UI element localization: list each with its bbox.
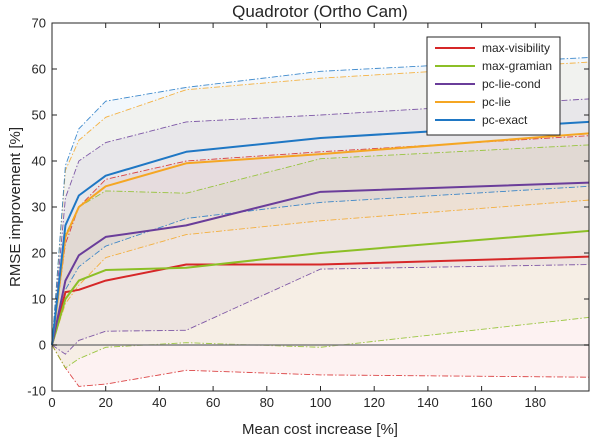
x-tick-label: 160: [471, 395, 493, 410]
max-gramian-upper-bound: [51, 144, 590, 346]
series-lines: [51, 120, 590, 346]
y-tick-label: 10: [32, 292, 46, 307]
max-gramian-lower-bound: [51, 316, 590, 369]
x-tick-label: 60: [206, 395, 220, 410]
legend-label-pc-exact: pc-exact: [482, 113, 528, 127]
pc-exact-upper-bound: [51, 57, 590, 346]
x-tick-label: 80: [260, 395, 274, 410]
y-tick-label: 50: [32, 108, 46, 123]
x-tick-label: 40: [152, 395, 166, 410]
y-tick-label: -10: [27, 384, 46, 399]
max-visibility-upper-bound: [51, 135, 590, 346]
y-tick-label: 70: [32, 16, 46, 31]
legend-label-pc-lie: pc-lie: [482, 95, 511, 109]
pc-lie-cond-line: [51, 181, 590, 346]
x-tick-label: 120: [363, 395, 385, 410]
max-visibility-band: [52, 135, 589, 387]
legend-label-max-visibility: max-visibility: [482, 41, 550, 55]
x-tick-label: 20: [98, 395, 112, 410]
y-axis-label: RMSE improvement [%]: [7, 127, 24, 287]
pc-exact-lower-bound: [51, 185, 590, 346]
max-gramian-band: [52, 144, 589, 368]
legend-label-max-gramian: max-gramian: [482, 59, 552, 73]
x-axis-label: Mean cost increase [%]: [242, 421, 398, 438]
max-visibility-line: [51, 255, 590, 346]
x-tick-label: 0: [48, 395, 55, 410]
x-tick-label: 140: [417, 395, 439, 410]
y-tick-label: 60: [32, 62, 46, 77]
legend-label-pc-lie-cond: pc-lie-cond: [482, 77, 541, 91]
pc-exact-line: [51, 120, 590, 346]
y-tick-label: 40: [32, 154, 46, 169]
x-tick-label: 180: [524, 395, 546, 410]
legend: max-visibility max-gramian pc-lie-cond pc-l…: [426, 36, 561, 136]
x-axis-ticks: 0 20 40 60 80 100 120 140 160 180: [48, 23, 546, 410]
y-tick-label: 30: [32, 200, 46, 215]
y-tick-label: 0: [39, 338, 46, 353]
pc-lie-cond-upper-bound: [51, 98, 590, 346]
legend-box: [426, 36, 561, 136]
pc-lie-cond-lower-bound: [51, 264, 590, 355]
pc-lie-line: [51, 132, 590, 346]
max-gramian-line: [51, 229, 590, 346]
chart-title: Quadrotor (Ortho Cam): [232, 2, 408, 21]
y-tick-label: 20: [32, 246, 46, 261]
band-edges: [51, 57, 590, 387]
y-axis-ticks: -10 0 10 20 30 40 50 60 70: [27, 16, 589, 399]
pc-lie-lower-bound: [51, 199, 590, 346]
x-tick-label: 100: [310, 395, 332, 410]
